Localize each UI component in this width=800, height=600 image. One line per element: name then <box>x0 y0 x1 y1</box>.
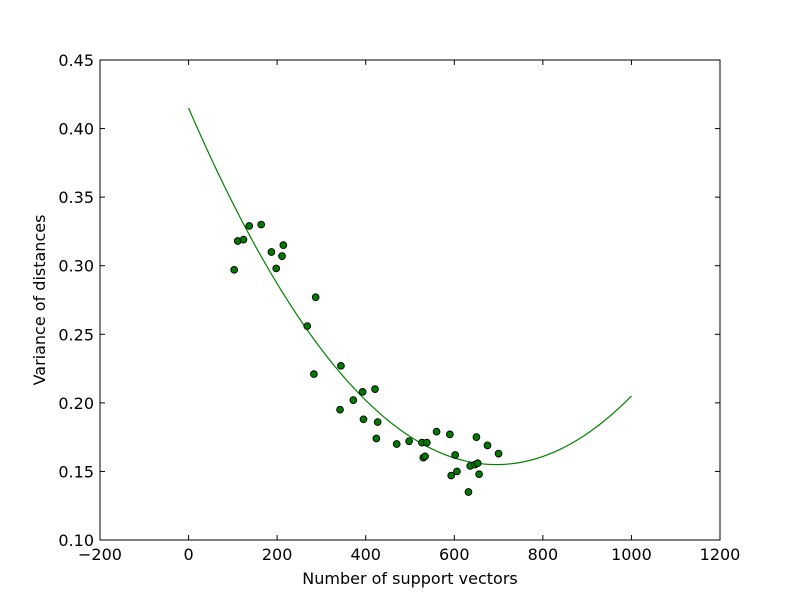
y-tick-label: 0.30 <box>58 257 94 276</box>
x-axis-ticks: −200 0 200 400 600 800 1000 1200 <box>78 60 740 564</box>
fit-curve <box>188 107 632 466</box>
data-point <box>432 427 441 436</box>
data-point <box>359 415 368 424</box>
data-point <box>278 252 286 260</box>
data-point <box>336 405 344 414</box>
x-tick-label: −200 <box>78 545 122 564</box>
data-point <box>451 451 460 459</box>
data-points <box>230 220 503 496</box>
data-point <box>245 222 254 230</box>
data-point <box>371 385 379 393</box>
data-point <box>279 241 288 249</box>
data-point <box>446 430 454 439</box>
data-point <box>422 438 431 447</box>
data-point <box>421 452 429 461</box>
x-tick-label: 1000 <box>611 545 652 564</box>
data-point <box>392 440 401 448</box>
y-tick-label: 0.35 <box>58 188 94 207</box>
y-axis-ticks: 0.10 0.15 0.20 0.25 0.30 0.35 0.40 0.45 <box>58 51 720 550</box>
y-axis-label: Variance of distances <box>30 215 49 386</box>
data-point <box>472 433 481 441</box>
y-tick-label: 0.45 <box>58 51 94 70</box>
y-tick-label: 0.25 <box>58 325 94 344</box>
y-tick-label: 0.40 <box>58 120 94 139</box>
y-tick-label: 0.10 <box>58 531 94 550</box>
data-point <box>494 449 503 458</box>
data-point <box>483 441 492 450</box>
data-point <box>447 471 456 480</box>
axes-frame <box>99 59 721 541</box>
x-tick-label: 1200 <box>700 545 741 564</box>
y-tick-label: 0.20 <box>58 394 94 413</box>
data-point <box>372 434 381 443</box>
x-tick-label: 600 <box>439 545 470 564</box>
fit-curve-layer <box>188 107 632 466</box>
x-tick-label: 0 <box>183 545 193 564</box>
data-point <box>239 235 248 244</box>
x-axis-label: Number of support vectors <box>302 569 517 588</box>
data-point <box>311 293 320 302</box>
data-point <box>267 248 276 256</box>
data-point <box>349 396 358 404</box>
data-point <box>310 370 318 378</box>
data-point <box>272 264 281 273</box>
x-tick-label: 400 <box>350 545 381 564</box>
data-point <box>475 470 483 479</box>
data-point <box>257 220 266 229</box>
data-point <box>230 265 239 274</box>
data-point <box>373 418 382 426</box>
data-point <box>405 437 413 446</box>
y-tick-label: 0.15 <box>58 462 94 481</box>
data-point <box>337 361 345 370</box>
x-tick-label: 200 <box>262 545 293 564</box>
x-tick-label: 800 <box>528 545 559 564</box>
data-point <box>453 467 461 476</box>
data-point <box>358 388 367 396</box>
data-point <box>464 488 473 496</box>
data-point <box>303 322 312 330</box>
data-point <box>473 459 482 468</box>
